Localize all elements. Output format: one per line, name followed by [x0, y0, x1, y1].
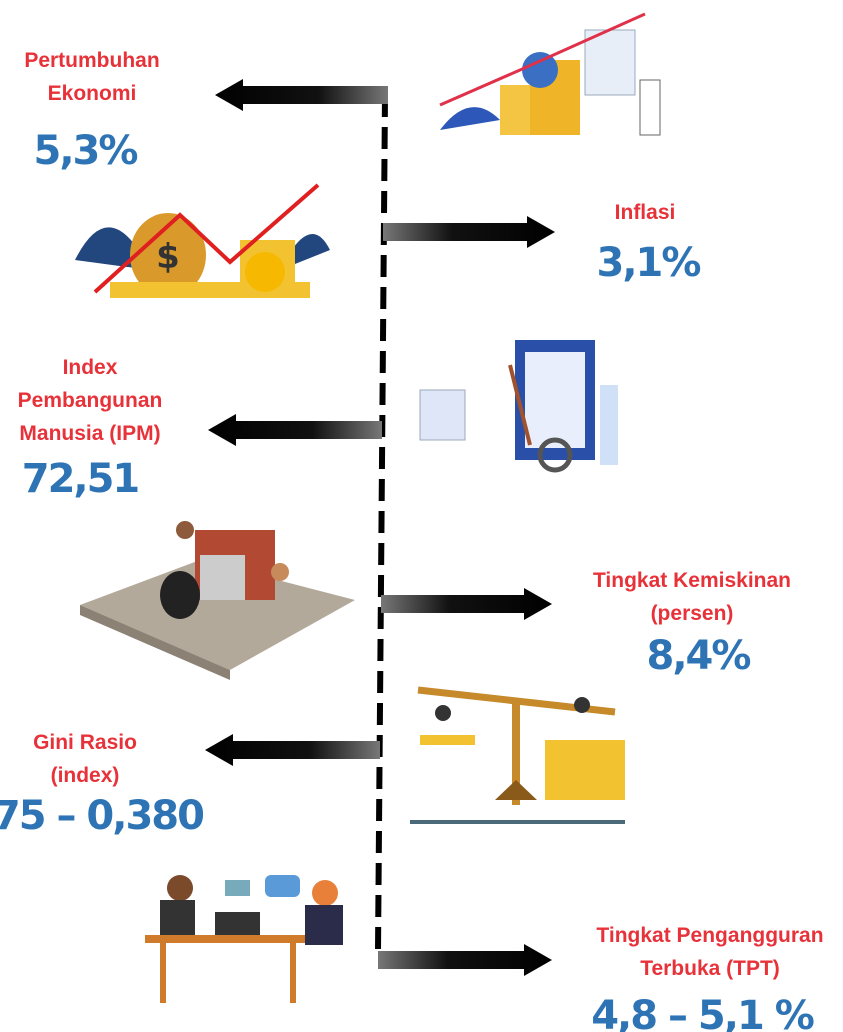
label-line: Pertumbuhan	[24, 49, 159, 72]
arrow	[383, 216, 555, 248]
indicator-label: Tingkat Kemiskinan (persen)	[593, 569, 791, 625]
label-line: Manusia (IPM)	[19, 422, 160, 445]
label-line: (index)	[51, 764, 120, 787]
svg-text:$: $	[156, 237, 180, 277]
indicator: Tingkat Pengangguran Terbuka (TPT) 4,8 – 5…	[378, 924, 824, 1032]
poverty-illustration	[80, 521, 355, 680]
arrow	[208, 414, 382, 446]
indicator-value: 72,51	[22, 456, 139, 502]
indicator-value: 5,3%	[34, 128, 138, 174]
indicator: Inflasi 3,1%	[383, 201, 702, 286]
growth-illustration	[439, 12, 661, 136]
arrow	[381, 588, 552, 620]
label-line: Tingkat Kemiskinan	[593, 569, 791, 592]
interview-illustration	[145, 875, 343, 1003]
indicator-value: 8,4%	[647, 633, 751, 679]
indicator-label: Tingkat Pengangguran Terbuka (TPT)	[596, 924, 823, 980]
indicator-label: Index Pembangunan Manusia (IPM)	[18, 356, 163, 445]
label-line: Tingkat Pengangguran	[596, 924, 823, 947]
indicator-label: Gini Rasio (index)	[33, 731, 137, 787]
indicator: Gini Rasio (index) 375 – 0,380	[0, 731, 380, 839]
label-line: Inflasi	[615, 201, 676, 224]
label-line: Terbuka (TPT)	[640, 957, 780, 980]
label-line: (persen)	[651, 602, 734, 625]
indicator: Tingkat Kemiskinan (persen) 8,4%	[381, 569, 791, 679]
label-line: Gini Rasio	[33, 731, 137, 754]
hr-illustration	[419, 340, 618, 473]
arrow	[205, 734, 380, 766]
arrow	[378, 944, 552, 976]
indicator: Pertumbuhan Ekonomi 5,3%	[24, 49, 388, 174]
label-line: Ekonomi	[48, 82, 137, 105]
money-illustration: $	[75, 183, 330, 298]
indicator-label: Inflasi	[615, 201, 676, 224]
indicator: Index Pembangunan Manusia (IPM) 72,51	[18, 356, 382, 502]
label-line: Pembangunan	[18, 389, 163, 412]
scale-illustration	[410, 686, 625, 824]
arrow	[215, 79, 388, 111]
indicator-label: Pertumbuhan Ekonomi	[24, 49, 159, 105]
indicator-value: 3,1%	[597, 240, 701, 286]
label-line: Index	[63, 356, 118, 379]
indicator-value: 4,8 – 5,1 %	[591, 993, 813, 1032]
indicator-value: 375 – 0,380	[0, 793, 203, 839]
